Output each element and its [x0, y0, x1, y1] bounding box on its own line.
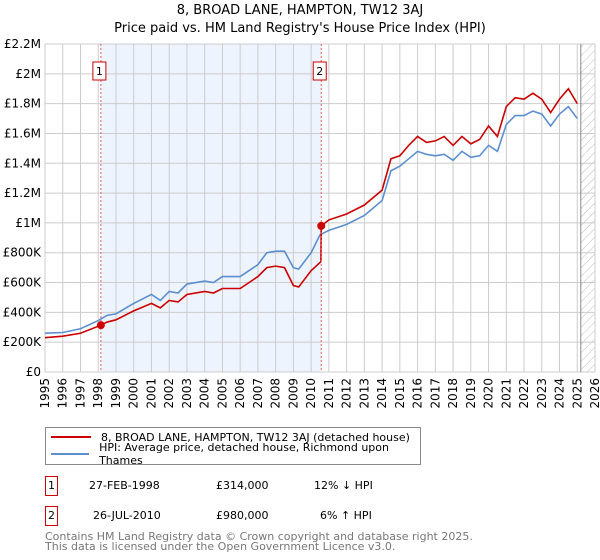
transaction-price: £314,000: [216, 479, 269, 492]
x-tick-label: 2010: [304, 378, 318, 409]
sale-marker-label: 2: [316, 65, 323, 78]
x-tick-label: 2025: [570, 378, 584, 409]
legend-label: 8, BROAD LANE, HAMPTON, TW12 3AJ (detach…: [101, 430, 410, 444]
x-tick-label: 2026: [588, 378, 600, 409]
chart-title: 8, BROAD LANE, HAMPTON, TW12 3AJ: [176, 3, 424, 18]
x-tick-label: 1997: [73, 378, 87, 409]
x-tick-label: 2023: [535, 378, 549, 409]
price-chart: 1 2 £0 £200K £400K £600K £800K £1M £1.2M £1.4M £1.…: [3, 37, 600, 409]
x-tick-label: 2020: [482, 378, 496, 409]
forecast-hatch: [580, 44, 595, 372]
x-tick-label: 2000: [127, 378, 141, 409]
x-tick-label: 2012: [340, 378, 354, 409]
x-tick-label: 2004: [198, 378, 212, 409]
x-tick-label: 2006: [233, 378, 247, 409]
transaction-date: 26-JUL-2010: [93, 509, 161, 522]
x-tick-label: 2015: [393, 378, 407, 409]
ownership-shade: [100, 44, 322, 372]
x-tick-label: 1998: [91, 378, 105, 409]
x-tick-label: 2016: [411, 378, 425, 409]
x-tick-label: 2022: [517, 378, 531, 409]
y-tick-label: £1M: [15, 216, 41, 230]
y-tick-label: £1.4M: [4, 156, 41, 170]
marker-badge: 2: [45, 506, 58, 526]
x-tick-label: 2001: [144, 378, 158, 409]
footer: Contains HM Land Registry data © Crown c…: [45, 530, 473, 553]
footer-line: Contains HM Land Registry data © Crown c…: [45, 530, 473, 543]
y-tick-label: £600K: [3, 276, 43, 290]
y-tick-label: £2M: [15, 67, 41, 81]
x-tick-label: 1996: [56, 378, 70, 409]
y-tick-label: £0: [26, 365, 41, 379]
legend-item-hpi: HPI: Average price, detached house, Rich…: [51, 441, 420, 467]
x-tick-label: 2024: [553, 378, 567, 409]
red-line-swatch: [51, 436, 91, 438]
x-tick-label: 1995: [38, 378, 52, 409]
sale-point: [96, 321, 105, 330]
x-tick-label: 2019: [464, 378, 478, 409]
transaction-hpi: 12% ↓ HPI: [314, 479, 373, 492]
blue-line-swatch: [51, 453, 90, 455]
x-tick-label: 2011: [322, 378, 336, 409]
sale-marker-box: [312, 61, 327, 81]
x-tick-label: 1999: [109, 378, 123, 409]
x-tick-label: 2009: [286, 378, 300, 409]
chart-subtitle: Price paid vs. HM Land Registry's House …: [114, 21, 486, 36]
legend: 8, BROAD LANE, HAMPTON, TW12 3AJ (detach…: [45, 427, 421, 467]
y-tick-label: £1.2M: [4, 186, 41, 200]
y-tick-label: £1.6M: [4, 126, 41, 140]
transaction-hpi: 6% ↑ HPI: [320, 509, 372, 522]
legend-item-property: 8, BROAD LANE, HAMPTON, TW12 3AJ (detach…: [51, 428, 410, 446]
x-tick-label: 2007: [251, 378, 265, 409]
x-tick-label: 2021: [499, 378, 513, 409]
x-tick-label: 2008: [269, 378, 283, 409]
property-price-line: [44, 87, 578, 339]
transaction-date: 27-FEB-1998: [89, 479, 160, 492]
sale-marker-box: [92, 61, 107, 81]
y-tick-label: £1.8M: [4, 97, 41, 111]
marker-badge: 1: [45, 476, 58, 496]
x-tick-label: 2013: [357, 378, 371, 409]
y-tick-label: £400K: [3, 305, 43, 319]
y-tick-label: £200K: [3, 335, 43, 349]
x-tick-label: 2018: [446, 378, 460, 409]
y-tick-label: £2.2M: [4, 37, 41, 51]
plot-border: [44, 43, 596, 373]
sale-marker-label: 1: [96, 65, 103, 78]
footer-line: This data is licensed under the Open Gov…: [45, 540, 396, 553]
x-tick-label: 2002: [162, 378, 176, 409]
x-tick-label: 2014: [375, 378, 389, 409]
hpi-line: [44, 105, 578, 335]
legend-label: HPI: Average price, detached house, Rich…: [99, 441, 389, 467]
x-tick-label: 2003: [180, 378, 194, 409]
sale-point: [317, 221, 326, 230]
x-tick-label: 2017: [428, 378, 442, 409]
x-tick-label: 2005: [215, 378, 229, 409]
y-tick-label: £800K: [3, 246, 43, 260]
transaction-price: £980,000: [216, 509, 269, 522]
